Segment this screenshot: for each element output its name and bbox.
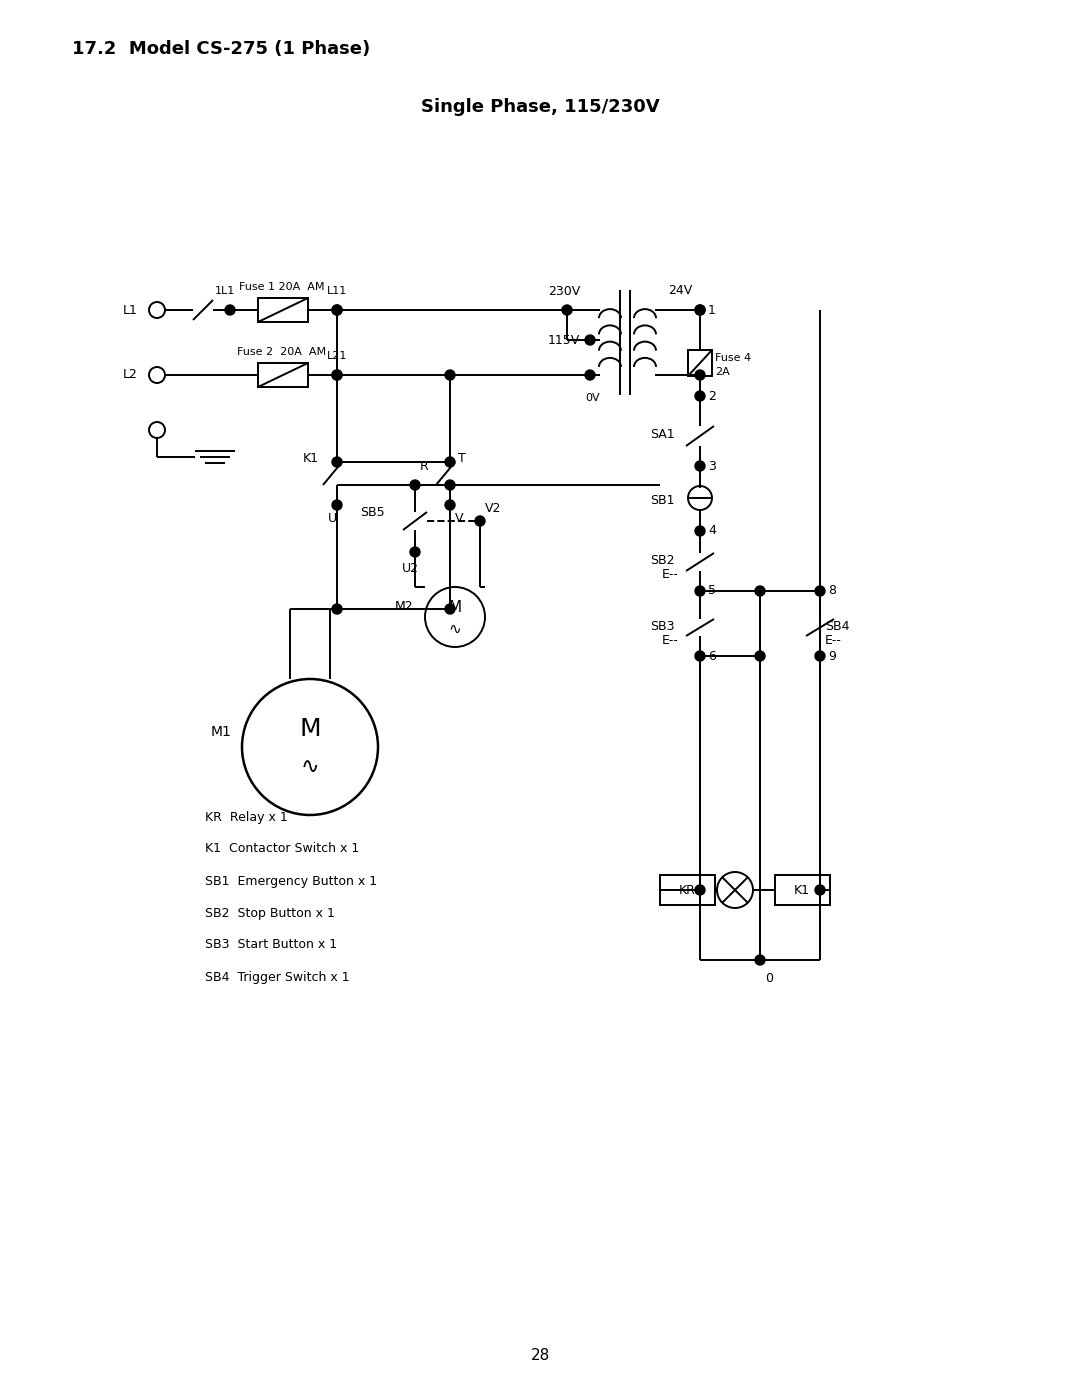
Text: K1  Contactor Switch x 1: K1 Contactor Switch x 1 [205, 842, 360, 855]
Text: M: M [448, 599, 461, 615]
Text: 0: 0 [765, 971, 773, 985]
Circle shape [445, 481, 455, 490]
Text: SB4  Trigger Switch x 1: SB4 Trigger Switch x 1 [205, 971, 350, 983]
Text: U: U [327, 513, 337, 525]
Text: SB3: SB3 [650, 619, 675, 633]
Circle shape [696, 585, 705, 597]
Text: 4: 4 [708, 524, 716, 538]
Text: Single Phase, 115/230V: Single Phase, 115/230V [421, 98, 659, 116]
Circle shape [445, 457, 455, 467]
Text: 1: 1 [708, 303, 716, 317]
Text: SB5: SB5 [360, 506, 384, 518]
Text: T: T [458, 453, 465, 465]
Bar [688, 351, 712, 376]
Text: SB1: SB1 [650, 495, 675, 507]
Text: 115V: 115V [548, 334, 580, 346]
Text: ∿: ∿ [448, 622, 461, 637]
Text: M: M [299, 717, 321, 740]
Text: SB3  Start Button x 1: SB3 Start Button x 1 [205, 939, 337, 951]
Text: 0V: 0V [585, 393, 599, 402]
Bar [258, 298, 308, 321]
Circle shape [445, 500, 455, 510]
Text: R: R [420, 460, 429, 474]
Circle shape [696, 305, 705, 314]
Circle shape [815, 886, 825, 895]
Circle shape [410, 548, 420, 557]
Circle shape [815, 651, 825, 661]
Circle shape [696, 651, 705, 661]
Text: V2: V2 [485, 503, 501, 515]
Text: M1: M1 [211, 725, 232, 739]
Text: 17.2  Model CS-275 (1 Phase): 17.2 Model CS-275 (1 Phase) [72, 41, 370, 59]
Text: Fuse 1 20A  AM: Fuse 1 20A AM [240, 282, 325, 292]
Text: 3: 3 [708, 460, 716, 472]
Text: SB1  Emergency Button x 1: SB1 Emergency Button x 1 [205, 875, 377, 887]
Circle shape [696, 370, 705, 380]
Circle shape [696, 461, 705, 471]
Text: SB2  Stop Button x 1: SB2 Stop Button x 1 [205, 907, 335, 919]
Circle shape [332, 500, 342, 510]
Circle shape [332, 604, 342, 615]
Circle shape [755, 651, 765, 661]
Bar [258, 363, 308, 387]
Circle shape [475, 515, 485, 527]
Text: 6: 6 [708, 650, 716, 662]
Text: M2: M2 [394, 601, 413, 613]
Bar [660, 875, 715, 905]
Circle shape [332, 370, 342, 380]
Text: K1: K1 [303, 453, 319, 465]
Text: 5: 5 [708, 584, 716, 598]
Circle shape [332, 305, 342, 314]
Text: L11: L11 [327, 286, 347, 296]
Circle shape [410, 481, 420, 490]
Circle shape [696, 886, 705, 895]
Circle shape [815, 585, 825, 597]
Circle shape [225, 305, 235, 314]
Text: KR  Relay x 1: KR Relay x 1 [205, 810, 287, 823]
Text: 24V: 24V [669, 284, 692, 296]
Circle shape [332, 370, 342, 380]
Text: K1: K1 [794, 883, 810, 897]
Text: Fuse 4: Fuse 4 [715, 353, 751, 363]
Text: L21: L21 [327, 351, 347, 360]
Text: 9: 9 [828, 650, 836, 662]
Circle shape [755, 956, 765, 965]
Text: E--: E-- [662, 569, 679, 581]
Text: 8: 8 [828, 584, 836, 598]
Circle shape [562, 305, 572, 314]
Text: SA1: SA1 [650, 427, 675, 440]
Circle shape [445, 370, 455, 380]
Circle shape [332, 305, 342, 314]
Text: KR: KR [678, 883, 696, 897]
Circle shape [585, 370, 595, 380]
Circle shape [445, 604, 455, 615]
Circle shape [696, 305, 705, 314]
Text: 28: 28 [530, 1348, 550, 1362]
Text: SB4: SB4 [825, 619, 850, 633]
Text: 2A: 2A [715, 367, 730, 377]
Text: 230V: 230V [548, 285, 580, 298]
Text: 1L1: 1L1 [215, 286, 235, 296]
Text: 2: 2 [708, 390, 716, 402]
Circle shape [696, 527, 705, 536]
Circle shape [696, 391, 705, 401]
Text: ∿: ∿ [300, 757, 320, 777]
Text: U2: U2 [402, 562, 419, 574]
Text: E--: E-- [825, 634, 842, 647]
Bar [775, 875, 831, 905]
Text: Fuse 2  20A  AM: Fuse 2 20A AM [238, 346, 326, 358]
Circle shape [585, 335, 595, 345]
Circle shape [332, 457, 342, 467]
Text: SB2: SB2 [650, 555, 675, 567]
Circle shape [755, 585, 765, 597]
Text: E--: E-- [662, 634, 679, 647]
Text: V: V [455, 513, 463, 525]
Text: L1: L1 [123, 303, 138, 317]
Text: L2: L2 [123, 369, 138, 381]
